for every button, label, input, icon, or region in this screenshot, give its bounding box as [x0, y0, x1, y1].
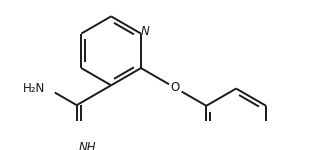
Text: N: N	[140, 25, 149, 38]
Text: NH: NH	[79, 141, 96, 150]
Text: H₂N: H₂N	[23, 82, 45, 95]
Text: O: O	[171, 81, 180, 94]
